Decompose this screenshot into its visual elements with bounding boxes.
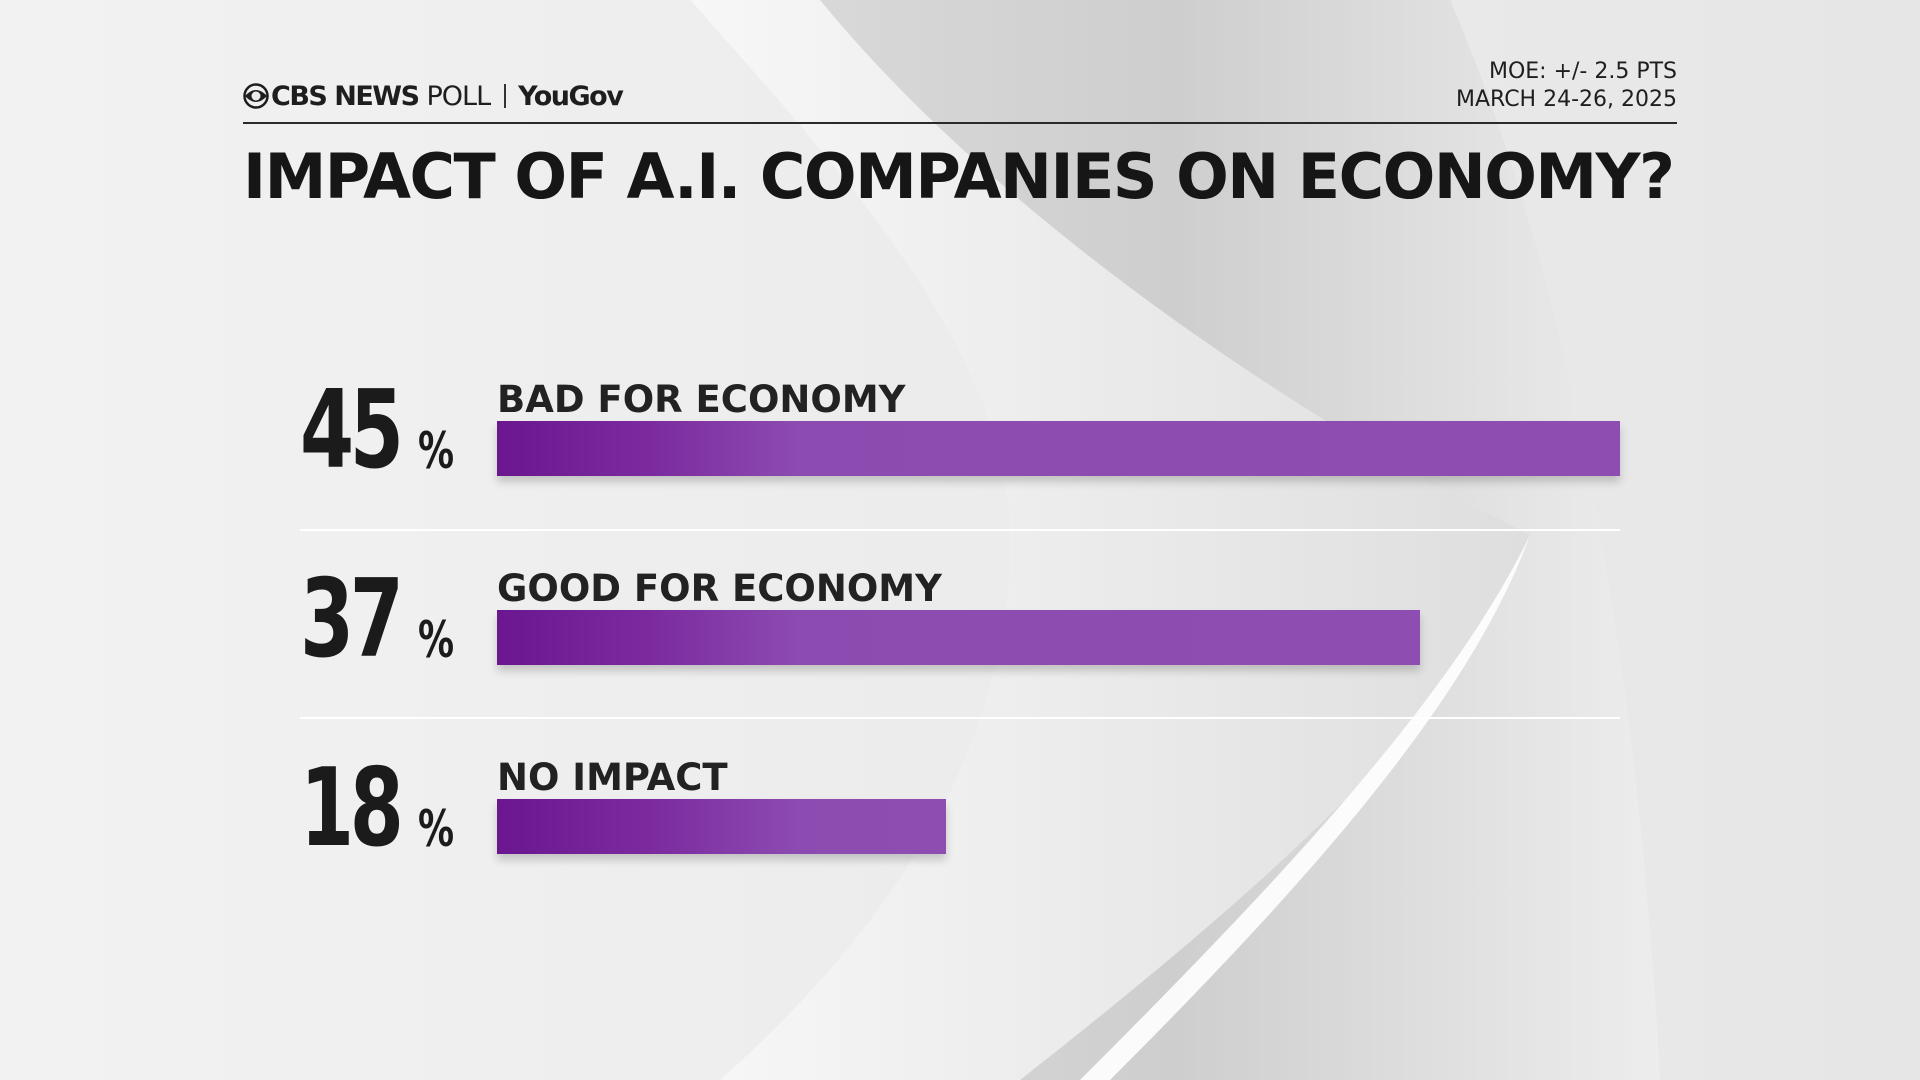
- bar-row: 45 % BAD FOR ECONOMY: [300, 348, 1620, 488]
- logo-divider: [504, 84, 507, 108]
- margin-of-error: MOE: +/- 2.5 PTS: [1488, 59, 1677, 84]
- bar: [497, 610, 1420, 665]
- partner-name: YouGov: [518, 80, 624, 112]
- value-label: 37 %: [300, 557, 468, 682]
- brand-suffix: POLL: [426, 80, 492, 112]
- category-label: GOOD FOR ECONOMY: [497, 567, 942, 610]
- bar: [497, 421, 1620, 476]
- bar: [497, 799, 946, 854]
- cbs-news-poll-logo: CBS NEWS POLL YouGov: [243, 78, 624, 114]
- row-divider: [300, 717, 1620, 719]
- value-number: 18: [300, 746, 404, 871]
- value-number: 45: [300, 368, 404, 493]
- cbs-eye-icon: [243, 83, 269, 109]
- value-label: 45 %: [300, 368, 468, 493]
- percent-sign: %: [418, 800, 455, 858]
- poll-dates: MARCH 24-26, 2025: [1455, 87, 1677, 112]
- value-label: 18 %: [300, 746, 468, 871]
- bar-row: 18 % NO IMPACT: [300, 726, 1620, 866]
- value-number: 37: [300, 557, 404, 682]
- poll-meta: MOE: +/- 2.5 PTS MARCH 24-26, 2025: [1456, 58, 1677, 114]
- category-label: BAD FOR ECONOMY: [497, 378, 906, 421]
- bar-row: 37 % GOOD FOR ECONOMY: [300, 537, 1620, 677]
- category-label: NO IMPACT: [497, 756, 728, 799]
- chart-title: IMPACT OF A.I. COMPANIES ON ECONOMY?: [243, 140, 1675, 213]
- percent-sign: %: [418, 422, 455, 480]
- percent-sign: %: [418, 611, 455, 669]
- row-divider: [300, 529, 1620, 531]
- header: CBS NEWS POLL YouGov MOE: +/- 2.5 PTS MA…: [243, 58, 1677, 124]
- header-rule: [243, 122, 1677, 124]
- brand-name: CBS NEWS: [271, 80, 420, 112]
